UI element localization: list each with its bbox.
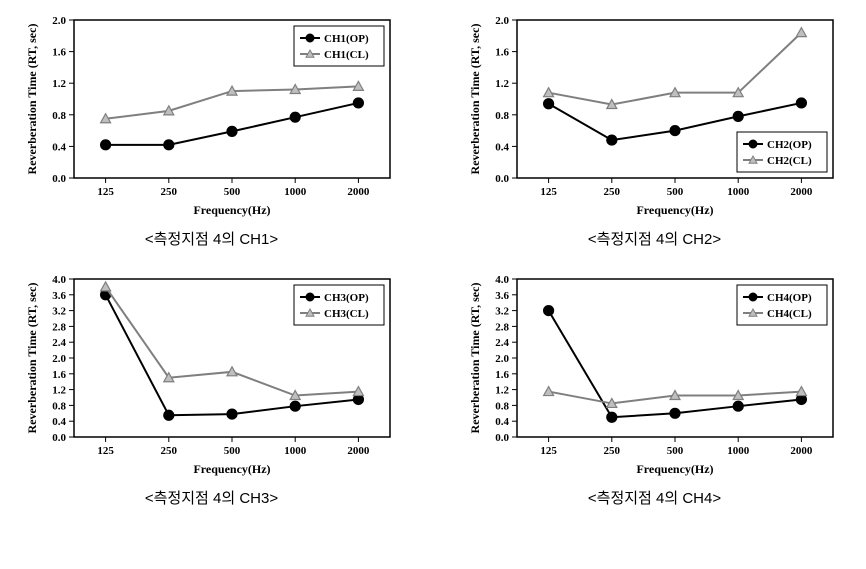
x-tick-label: 2000	[347, 445, 370, 457]
marker-circle	[290, 112, 300, 122]
y-tick-label: 2.0	[52, 15, 66, 27]
panel-ch2: 0.0 0.4 0.8 1.2 1.6 2.0 125 250 500 1000 2000 Frequ…	[453, 10, 856, 249]
y-tick-label: 3.2	[52, 306, 66, 318]
y-tick-label: 0.4	[495, 141, 509, 153]
x-tick-label: 1000	[727, 445, 750, 457]
x-tick-label: 2000	[790, 186, 813, 198]
chart-ch4: 0.0 0.4 0.8 1.2 1.6 2.0 2.4 2.8 3.2 3.6 4.0 125 250 5…	[465, 269, 845, 479]
y-tick-label: 0.0	[52, 432, 66, 444]
chart-ch2: 0.0 0.4 0.8 1.2 1.6 2.0 125 250 500 1000 2000 Frequ…	[465, 10, 845, 220]
x-tick-label: 125	[540, 445, 557, 457]
panel-ch3: 0.0 0.4 0.8 1.2 1.6 2.0 2.4 2.8 3.2 3.6 4.0 125 250 5…	[10, 269, 413, 508]
marker-circle	[796, 98, 806, 108]
y-tick-label: 1.2	[495, 385, 509, 397]
x-axis-label: Frequency(Hz)	[636, 462, 713, 476]
legend-label: CH3(CL)	[324, 308, 369, 320]
y-tick-label: 2.8	[495, 321, 509, 333]
y-tick-label: 1.6	[52, 47, 66, 59]
marker-circle	[100, 140, 110, 150]
y-tick-label: 2.4	[52, 337, 66, 349]
chart-ch3: 0.0 0.4 0.8 1.2 1.6 2.0 2.4 2.8 3.2 3.6 4.0 125 250 5…	[22, 269, 402, 479]
y-tick-label: 0.0	[495, 173, 509, 185]
x-tick-label: 125	[97, 445, 114, 457]
x-tick-label: 500	[666, 445, 683, 457]
x-axis-label: Frequency(Hz)	[193, 203, 270, 217]
legend-label: CH3(OP)	[324, 292, 369, 304]
y-tick-label: 0.4	[52, 141, 66, 153]
marker-circle	[606, 135, 616, 145]
marker-circle	[733, 401, 743, 411]
x-tick-label: 125	[540, 186, 557, 198]
y-tick-label: 0.4	[52, 416, 66, 428]
y-tick-label: 0.0	[52, 173, 66, 185]
marker-circle	[606, 412, 616, 422]
x-tick-label: 500	[223, 186, 240, 198]
y-axis-label: Reverberation Time (RT, sec)	[468, 24, 482, 175]
marker-circle	[290, 401, 300, 411]
legend-label: CH1(OP)	[324, 33, 369, 45]
x-tick-label: 500	[223, 445, 240, 457]
x-axis-label: Frequency(Hz)	[636, 203, 713, 217]
y-tick-label: 2.0	[495, 353, 509, 365]
x-tick-label: 125	[97, 186, 114, 198]
y-tick-label: 3.6	[52, 290, 66, 302]
marker-circle	[353, 98, 363, 108]
y-axis-label: Reverberation Time (RT, sec)	[25, 24, 39, 175]
y-tick-label: 0.8	[495, 400, 509, 412]
panel-ch4: 0.0 0.4 0.8 1.2 1.6 2.0 2.4 2.8 3.2 3.6 4.0 125 250 5…	[453, 269, 856, 508]
marker-circle	[670, 126, 680, 136]
y-tick-label: 1.2	[52, 78, 66, 90]
x-tick-label: 250	[603, 186, 620, 198]
panel-caption: <측정지점 4의 CH4>	[588, 487, 721, 508]
y-tick-label: 2.4	[495, 337, 509, 349]
y-tick-label: 2.8	[52, 321, 66, 333]
marker-circle	[227, 409, 237, 419]
legend-label: CH1(CL)	[324, 49, 369, 61]
y-axis-label: Reverberation Time (RT, sec)	[468, 283, 482, 434]
marker-circle	[670, 408, 680, 418]
y-tick-label: 4.0	[52, 274, 66, 286]
y-tick-label: 0.8	[52, 110, 66, 122]
panel-caption: <측정지점 4의 CH3>	[145, 487, 278, 508]
legend-label: CH4(OP)	[767, 292, 812, 304]
legend-label: CH2(OP)	[767, 139, 812, 151]
y-tick-label: 2.0	[495, 15, 509, 27]
x-tick-label: 1000	[727, 186, 750, 198]
y-tick-label: 1.6	[495, 47, 509, 59]
marker-circle	[733, 111, 743, 121]
y-tick-label: 3.6	[495, 290, 509, 302]
y-tick-label: 4.0	[495, 274, 509, 286]
marker-circle	[163, 410, 173, 420]
panel-caption: <측정지점 4의 CH2>	[588, 228, 721, 249]
y-tick-label: 0.8	[495, 110, 509, 122]
y-tick-label: 1.6	[495, 369, 509, 381]
y-tick-label: 0.0	[495, 432, 509, 444]
y-tick-label: 0.4	[495, 416, 509, 428]
x-tick-label: 250	[160, 186, 177, 198]
marker-circle	[543, 99, 553, 109]
y-axis-label: Reverberation Time (RT, sec)	[25, 283, 39, 434]
x-tick-label: 500	[666, 186, 683, 198]
x-axis-label: Frequency(Hz)	[193, 462, 270, 476]
marker-circle	[543, 306, 553, 316]
y-tick-label: 2.0	[52, 353, 66, 365]
y-tick-label: 1.2	[52, 385, 66, 397]
y-tick-label: 3.2	[495, 306, 509, 318]
x-tick-label: 2000	[347, 186, 370, 198]
y-tick-label: 1.2	[495, 78, 509, 90]
panel-caption: <측정지점 4의 CH1>	[145, 228, 278, 249]
x-tick-label: 1000	[284, 445, 307, 457]
x-tick-label: 2000	[790, 445, 813, 457]
legend-label: CH2(CL)	[767, 155, 812, 167]
y-tick-label: 0.8	[52, 400, 66, 412]
chart-ch1: 0.0 0.4 0.8 1.2 1.6 2.0 125 250 500 1000 2000 Frequ…	[22, 10, 402, 220]
x-tick-label: 250	[160, 445, 177, 457]
legend-label: CH4(CL)	[767, 308, 812, 320]
x-tick-label: 250	[603, 445, 620, 457]
panel-ch1: 0.0 0.4 0.8 1.2 1.6 2.0 125 250 500 1000 2000 Frequ…	[10, 10, 413, 249]
y-tick-label: 1.6	[52, 369, 66, 381]
marker-circle	[163, 140, 173, 150]
x-tick-label: 1000	[284, 186, 307, 198]
marker-circle	[227, 126, 237, 136]
